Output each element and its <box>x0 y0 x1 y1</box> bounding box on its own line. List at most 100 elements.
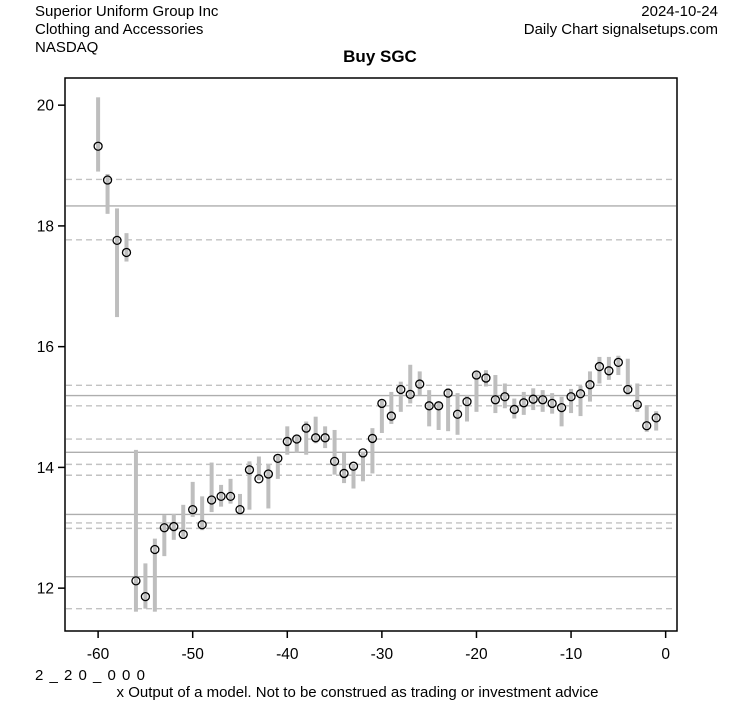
close-marker <box>415 379 425 389</box>
close-marker <box>263 469 274 479</box>
close-marker <box>102 175 113 185</box>
close-marker <box>140 591 151 602</box>
range-bar <box>512 398 517 419</box>
y-tick-label: 20 <box>37 98 55 115</box>
x-tick-label: -10 <box>560 646 583 663</box>
range-bar <box>219 484 224 507</box>
close-marker <box>377 398 387 409</box>
range-bar <box>474 371 479 412</box>
range-bar <box>417 371 422 395</box>
close-marker <box>452 409 463 419</box>
range-bar <box>332 429 337 475</box>
range-bar <box>285 426 290 455</box>
close-marker <box>320 433 330 443</box>
close-marker <box>651 413 661 423</box>
range-bar <box>644 405 649 432</box>
range-bar <box>294 434 299 453</box>
range-bar <box>190 481 195 517</box>
range-bar <box>587 371 592 402</box>
range-bar <box>616 355 621 376</box>
header-left: Superior Uniform Group Inc Clothing and … <box>35 3 218 57</box>
close-marker <box>462 396 472 407</box>
y-tick-label: 16 <box>37 339 54 356</box>
close-marker <box>396 384 406 395</box>
close-marker <box>642 421 652 431</box>
close-marker <box>282 436 292 447</box>
close-marker <box>386 411 396 421</box>
y-tick-label: 12 <box>37 581 54 598</box>
range-bar <box>427 390 432 427</box>
close-marker <box>613 357 624 367</box>
close-marker <box>538 395 548 405</box>
close-marker <box>169 521 179 532</box>
range-bar <box>625 358 630 395</box>
close-marker <box>575 389 586 399</box>
range-bar <box>446 388 451 432</box>
range-bar <box>531 388 536 411</box>
close-marker <box>150 544 160 555</box>
close-marker <box>500 392 510 402</box>
close-marker <box>178 529 188 540</box>
close-marker <box>367 433 378 444</box>
close-marker <box>339 468 349 479</box>
plot-border <box>64 77 678 632</box>
close-marker <box>509 404 519 415</box>
x-tick-label: -60 <box>87 646 110 663</box>
y-tick-label: 14 <box>37 460 55 477</box>
close-marker <box>121 247 132 258</box>
close-marker <box>528 394 538 404</box>
range-bar <box>313 416 318 444</box>
range-bar <box>115 208 120 318</box>
range-bar <box>502 383 507 409</box>
range-bar <box>256 456 261 481</box>
close-marker <box>481 373 491 383</box>
close-marker <box>547 398 557 409</box>
company-name: Superior Uniform Group Inc <box>35 3 219 20</box>
exchange-name: NASDAQ <box>35 39 99 56</box>
close-marker <box>566 392 576 402</box>
range-bar <box>96 97 101 172</box>
range-bar <box>398 381 403 412</box>
close-marker <box>197 520 207 530</box>
close-marker <box>216 491 226 502</box>
close-marker <box>604 366 614 376</box>
close-marker <box>632 399 642 410</box>
close-marker <box>206 495 217 505</box>
close-marker <box>585 380 595 390</box>
range-bar <box>550 393 555 414</box>
range-bar <box>540 390 545 412</box>
page-title: Buy SGC <box>343 47 417 66</box>
range-bar <box>275 454 280 479</box>
x-tick-label: -20 <box>465 646 488 663</box>
close-marker <box>311 433 321 443</box>
x-tick-label: -50 <box>181 646 204 663</box>
range-bar <box>578 385 583 417</box>
sector-name: Clothing and Accessories <box>35 21 204 38</box>
range-bar <box>342 452 347 484</box>
range-bar <box>152 538 157 612</box>
range-bar <box>181 504 186 537</box>
close-marker <box>244 465 255 475</box>
close-marker <box>348 461 359 471</box>
range-bar <box>370 428 375 474</box>
close-marker <box>159 523 169 533</box>
y-tick-label: 18 <box>37 218 54 235</box>
range-bar <box>654 411 659 431</box>
close-marker <box>424 401 434 411</box>
range-bar <box>521 391 526 415</box>
close-marker <box>594 361 605 372</box>
range-bar <box>209 462 214 513</box>
range-bar <box>455 393 460 435</box>
close-marker <box>405 389 415 399</box>
close-marker <box>292 434 302 444</box>
range-bar <box>323 426 328 449</box>
close-marker <box>93 141 103 151</box>
close-marker <box>623 384 633 395</box>
close-marker <box>301 423 311 433</box>
range-bar <box>635 383 640 412</box>
range-bar <box>360 452 365 482</box>
close-marker <box>188 505 198 515</box>
range-bar <box>351 463 356 489</box>
